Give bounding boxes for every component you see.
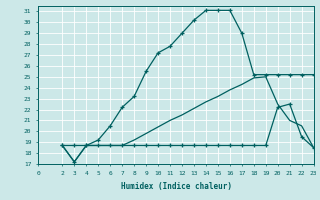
- X-axis label: Humidex (Indice chaleur): Humidex (Indice chaleur): [121, 182, 231, 191]
